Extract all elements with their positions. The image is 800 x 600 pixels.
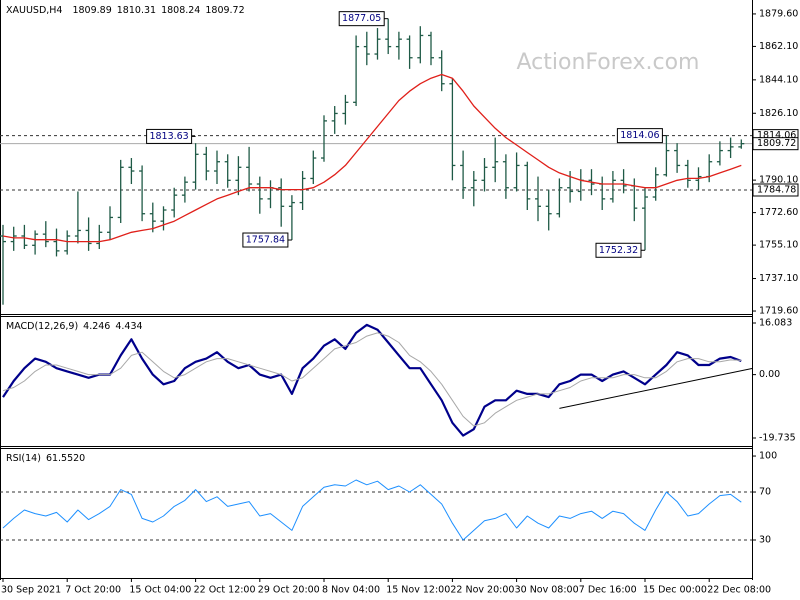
y-tick-label: 1755.10 [759,240,798,251]
header-value: 1809.72 [205,5,244,16]
panel-header: MACD(12,26,9) 4.246 4.434 [6,321,143,332]
trendline [559,368,753,409]
header-value: 4.434 [115,321,142,332]
x-tick-label: 22 Dec 08:00 [707,585,771,596]
annotation-box [146,128,193,144]
series-line [2,479,742,541]
y-tick-label: 1772.60 [759,207,798,218]
price-tag: 1809.72 [757,138,796,149]
x-tick-label: 7 Oct 20:00 [65,585,121,596]
y-tick-label: 1862.10 [759,41,798,52]
header-value: 4.246 [83,321,110,332]
y-tick-label: 0.00 [759,369,780,380]
series-line [2,73,742,243]
x-tick-label: 22 Nov 20:00 [450,585,514,596]
series-line [2,323,742,437]
annotation-box [242,232,289,248]
y-tick-label: 1879.60 [759,8,798,19]
watermark: ActionForex.com [517,50,700,75]
x-tick-label: 30 Nov 08:00 [515,585,579,596]
series-line [2,332,742,427]
header-value: 1809.89 [72,5,111,16]
annotation-box [616,128,663,144]
price-tag: 1814.06 [757,130,796,141]
annotation-box [338,11,385,27]
y-tick-label: 1737.10 [759,273,798,284]
header-value: 61.5520 [46,453,85,464]
header-value: 1810.31 [117,5,156,16]
x-tick-label: 15 Nov 12:00 [386,585,450,596]
x-tick-label: 15 Oct 04:00 [129,585,191,596]
x-tick-label: 15 Dec 00:00 [643,585,707,596]
annotation-box [595,242,642,258]
panel-title: RSI(14) [6,453,41,464]
y-tick-label: 1719.60 [759,306,798,317]
panel-header: RSI(14) 61.5520 [6,453,85,464]
x-tick-label: 22 Oct 12:00 [194,585,256,596]
y-tick-label: 100 [759,451,777,462]
y-tick-label: 16.083 [759,317,792,328]
y-tick-label: 1844.10 [759,74,798,85]
panel-title: XAUUSD,H4 [6,5,62,16]
price-tag-box [752,137,799,151]
header-value: 1808.24 [161,5,200,16]
y-tick-label: 1790.10 [759,175,798,186]
y-tick-label: -19.735 [759,432,796,443]
x-tick-label: 29 Oct 20:00 [258,585,320,596]
annotation-label: 1757.84 [246,235,285,246]
x-tick-label: 30 Sep 2021 [1,585,61,596]
panel-header: XAUUSD,H4 1809.89 1810.31 1808.24 1809.72 [6,5,245,16]
price-tag: 1784.78 [757,184,796,195]
annotation-label: 1814.06 [620,130,659,141]
annotation-label: 1813.63 [149,131,188,142]
y-tick-label: 1826.10 [759,108,798,119]
y-tick-label: 30 [759,535,771,546]
price-tag-box [752,183,799,197]
panel-title: MACD(12,26,9) [6,321,78,332]
annotation-label: 1877.05 [342,13,381,24]
x-tick-label: 7 Dec 16:00 [579,585,637,596]
x-tick-label: 8 Nov 04:00 [322,585,380,596]
annotation-label: 1752.32 [599,245,638,256]
y-tick-label: 70 [759,487,771,498]
